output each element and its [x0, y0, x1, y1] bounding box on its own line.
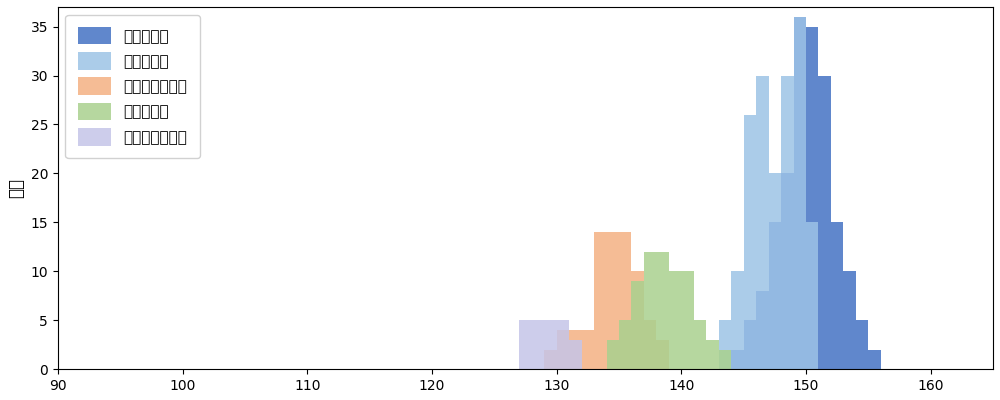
Bar — [756, 76, 769, 369]
Bar — [656, 340, 669, 369]
Bar — [744, 320, 756, 369]
Bar — [582, 330, 594, 369]
Bar — [731, 271, 744, 369]
Bar — [557, 320, 569, 369]
Legend: ストレート, ツーシーム, チェンジアップ, スライダー, ナックルカーブ: ストレート, ツーシーム, チェンジアップ, スライダー, ナックルカーブ — [65, 14, 200, 158]
Bar — [731, 350, 744, 369]
Bar — [706, 340, 719, 369]
Bar — [781, 76, 794, 369]
Bar — [519, 320, 532, 369]
Bar — [868, 350, 881, 369]
Bar — [781, 174, 794, 369]
Bar — [818, 76, 831, 369]
Bar — [719, 350, 731, 369]
Bar — [631, 271, 644, 369]
Bar — [532, 320, 544, 369]
Bar — [794, 17, 806, 369]
Bar — [619, 232, 631, 369]
Bar — [594, 232, 607, 369]
Bar — [644, 252, 656, 369]
Bar — [843, 271, 856, 369]
Bar — [856, 320, 868, 369]
Bar — [544, 350, 557, 369]
Bar — [756, 291, 769, 369]
Bar — [607, 232, 619, 369]
Bar — [607, 340, 619, 369]
Bar — [619, 320, 631, 369]
Bar — [669, 271, 681, 369]
Y-axis label: 球数: 球数 — [7, 178, 25, 198]
Bar — [744, 115, 756, 369]
Bar — [681, 271, 694, 369]
Bar — [794, 17, 806, 369]
Bar — [644, 320, 656, 369]
Bar — [719, 320, 731, 369]
Bar — [631, 281, 644, 369]
Bar — [544, 320, 557, 369]
Bar — [656, 252, 669, 369]
Bar — [769, 174, 781, 369]
Bar — [769, 222, 781, 369]
Bar — [569, 340, 582, 369]
Bar — [557, 330, 569, 369]
Bar — [569, 330, 582, 369]
Bar — [831, 222, 843, 369]
Bar — [694, 320, 706, 369]
Bar — [806, 26, 818, 369]
Bar — [806, 222, 818, 369]
